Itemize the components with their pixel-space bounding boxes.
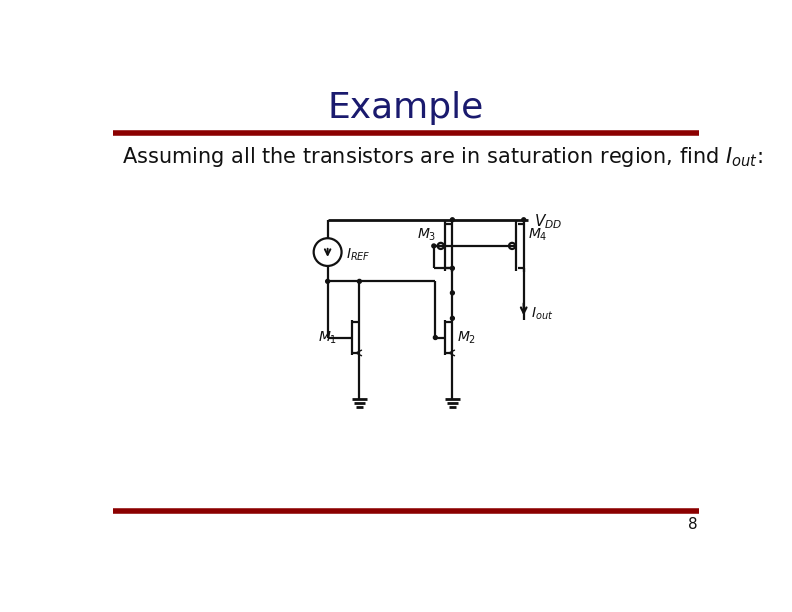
Circle shape xyxy=(451,291,455,295)
Circle shape xyxy=(522,218,526,222)
Circle shape xyxy=(451,218,455,222)
Circle shape xyxy=(357,280,361,283)
Circle shape xyxy=(326,280,329,283)
Text: $M_2$: $M_2$ xyxy=(457,329,476,346)
Circle shape xyxy=(451,266,455,270)
Text: $M_4$: $M_4$ xyxy=(528,227,548,244)
Circle shape xyxy=(433,335,437,340)
Text: $M_1$: $M_1$ xyxy=(318,329,337,346)
Text: Assuming all the transistors are in saturation region, find $I_{out}$:: Assuming all the transistors are in satu… xyxy=(122,144,763,168)
Text: $V_{DD}$: $V_{DD}$ xyxy=(534,212,562,231)
Text: $I_{REF}$: $I_{REF}$ xyxy=(346,246,371,263)
Text: Example: Example xyxy=(328,91,484,125)
Circle shape xyxy=(451,316,455,320)
Text: 8: 8 xyxy=(687,517,697,532)
Text: $M_3$: $M_3$ xyxy=(417,227,436,244)
Text: $I_{out}$: $I_{out}$ xyxy=(531,305,554,322)
Circle shape xyxy=(432,244,436,248)
